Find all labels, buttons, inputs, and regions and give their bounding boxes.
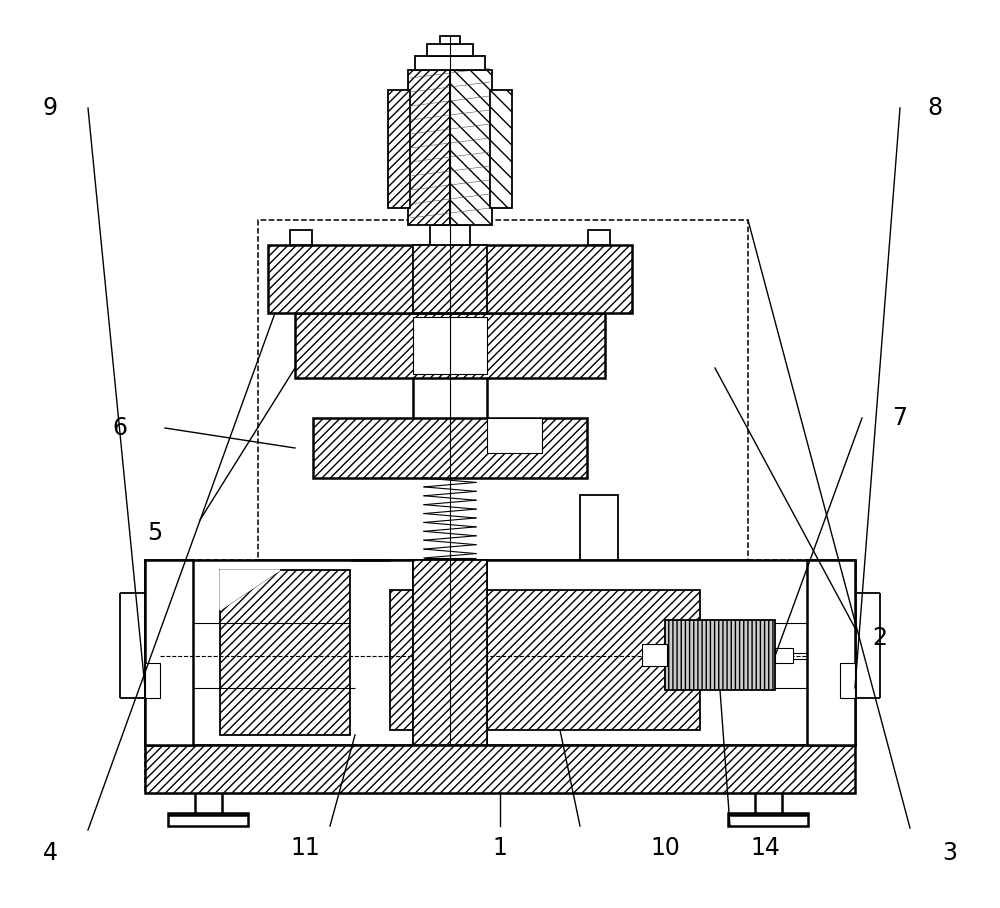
Bar — [807, 560, 855, 745]
Bar — [413, 245, 487, 313]
Bar — [728, 813, 808, 826]
Text: 8: 8 — [927, 96, 943, 120]
Bar — [665, 620, 775, 690]
Bar — [145, 560, 855, 793]
Bar — [775, 648, 793, 663]
Bar — [295, 313, 605, 378]
Bar — [390, 590, 700, 730]
Bar — [313, 418, 587, 478]
Bar — [840, 663, 855, 698]
Bar — [430, 225, 470, 245]
Bar — [413, 317, 487, 374]
Bar — [588, 230, 610, 245]
Text: 4: 4 — [42, 841, 58, 865]
Text: 3: 3 — [942, 841, 958, 865]
Text: 14: 14 — [750, 836, 780, 860]
Bar — [415, 56, 485, 70]
Text: 6: 6 — [112, 416, 128, 440]
Bar — [220, 570, 350, 735]
Bar — [642, 644, 667, 666]
Text: 2: 2 — [872, 626, 888, 650]
Bar — [145, 560, 855, 745]
Text: 10: 10 — [650, 836, 680, 860]
Bar — [145, 560, 193, 745]
Bar — [487, 418, 542, 453]
Bar — [290, 230, 312, 245]
Text: 9: 9 — [42, 96, 58, 120]
Bar — [440, 36, 460, 44]
Text: 5: 5 — [147, 521, 163, 545]
Text: 11: 11 — [290, 836, 320, 860]
Polygon shape — [220, 570, 280, 610]
Bar — [450, 70, 492, 225]
Text: 1: 1 — [493, 836, 507, 860]
Text: 7: 7 — [893, 406, 908, 430]
Bar — [145, 663, 160, 698]
Bar — [168, 813, 248, 826]
Bar — [268, 245, 632, 313]
Bar — [145, 745, 855, 793]
Bar — [413, 560, 487, 745]
Bar — [408, 70, 450, 225]
Bar — [580, 495, 618, 560]
Bar — [258, 220, 748, 560]
Bar — [388, 90, 410, 208]
Bar — [427, 44, 473, 56]
Bar — [490, 90, 512, 208]
